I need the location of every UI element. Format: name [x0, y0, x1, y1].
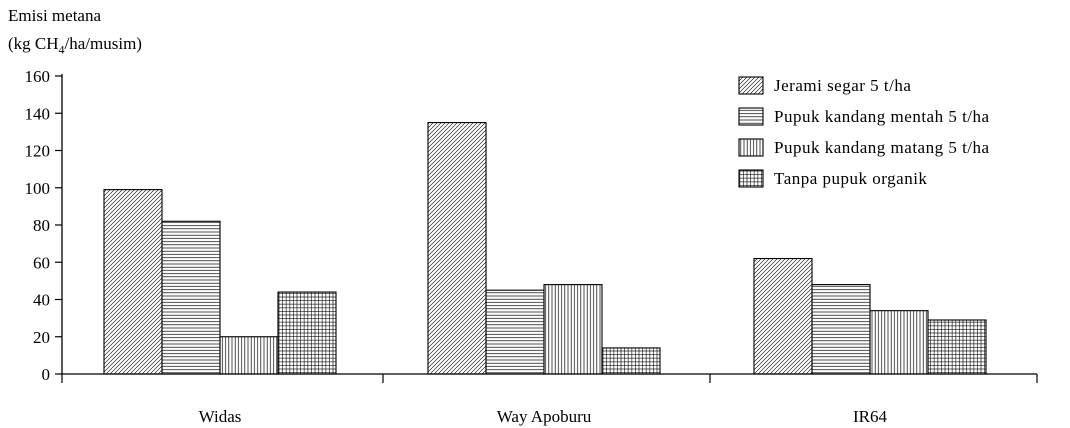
bar [601, 347, 661, 375]
bar [811, 284, 871, 375]
y-tick-label: 140 [25, 104, 51, 123]
legend-label: Jerami segar 5 t/ha [774, 76, 911, 95]
bar [277, 291, 337, 375]
legend-swatch [738, 76, 764, 95]
bar [161, 220, 221, 375]
bar [485, 289, 545, 375]
legend-swatch [738, 107, 764, 126]
y-tick-label: 120 [25, 142, 51, 161]
y-tick-label: 100 [25, 179, 51, 198]
y-tick-label: 40 [33, 291, 50, 310]
x-category-label: Widas [199, 407, 242, 426]
legend-label: Pupuk kandang matang 5 t/ha [774, 138, 990, 157]
y-axis-label-prefix: (kg CH [8, 34, 59, 53]
y-tick-label: 80 [33, 216, 50, 235]
bar [753, 257, 813, 375]
x-category-label: Way Apoburu [497, 407, 592, 426]
legend-swatch [738, 169, 764, 188]
axes: 0 20 40 60 80 100 120 140 160 Widas Way Apoburu IR6… [25, 67, 1038, 426]
bar [543, 284, 603, 375]
y-axis-label-line2: (kg CH4/ha/musim) [8, 34, 142, 57]
bar [869, 310, 929, 375]
bar [103, 189, 163, 375]
bar [927, 319, 987, 375]
x-category-label: IR64 [853, 407, 888, 426]
bar [219, 336, 279, 375]
legend: Jerami segar 5 t/ha Pupuk kandang mentah … [738, 76, 990, 188]
y-tick-label: 0 [42, 365, 51, 384]
legend-label: Tanpa pupuk organik [774, 169, 927, 188]
legend-label: Pupuk kandang mentah 5 t/ha [774, 107, 990, 126]
y-axis-label-subscript: 4 [58, 42, 65, 57]
y-axis-label-suffix: /ha/musim) [64, 34, 142, 53]
legend-swatch [738, 138, 764, 157]
bars [103, 122, 987, 375]
y-tick-label: 20 [33, 328, 50, 347]
y-axis-label-line1: Emisi metana [8, 6, 102, 25]
y-tick-label: 60 [33, 253, 50, 272]
y-tick-label: 160 [25, 67, 51, 86]
bar [427, 122, 487, 375]
